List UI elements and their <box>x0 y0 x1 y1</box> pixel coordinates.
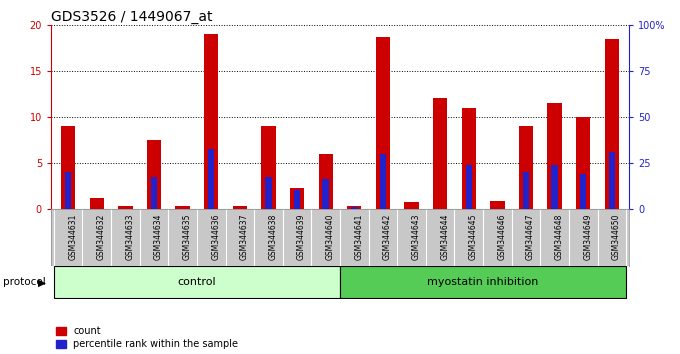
Bar <box>322 179 329 209</box>
Text: GSM344645: GSM344645 <box>469 213 478 260</box>
Text: control: control <box>177 276 216 287</box>
Bar <box>466 165 472 209</box>
Bar <box>609 152 615 209</box>
Bar <box>318 154 333 209</box>
Bar <box>61 126 75 209</box>
Text: GSM344647: GSM344647 <box>526 213 535 260</box>
Bar <box>551 165 558 209</box>
Bar <box>605 39 619 209</box>
Bar <box>261 126 275 209</box>
Bar <box>433 98 447 209</box>
Text: myostatin inhibition: myostatin inhibition <box>428 276 539 287</box>
Text: GSM344640: GSM344640 <box>326 213 335 260</box>
Legend: count, percentile rank within the sample: count, percentile rank within the sample <box>56 326 239 349</box>
Bar <box>379 154 386 209</box>
Bar <box>147 140 161 209</box>
Bar <box>65 172 71 209</box>
Bar <box>265 177 272 209</box>
Bar <box>405 202 419 209</box>
Text: GSM344631: GSM344631 <box>68 213 77 260</box>
Bar <box>233 206 247 209</box>
Text: GSM344635: GSM344635 <box>183 213 192 260</box>
Text: GSM344632: GSM344632 <box>97 213 106 260</box>
Bar <box>290 188 304 209</box>
Bar <box>519 126 533 209</box>
Bar <box>204 34 218 209</box>
Text: GSM344644: GSM344644 <box>440 213 449 260</box>
Bar <box>347 206 362 209</box>
Bar <box>208 149 214 209</box>
FancyBboxPatch shape <box>340 266 626 298</box>
Bar <box>580 174 586 209</box>
Text: GDS3526 / 1449067_at: GDS3526 / 1449067_at <box>51 10 212 24</box>
Text: GSM344641: GSM344641 <box>354 213 363 260</box>
Text: GSM344650: GSM344650 <box>612 213 621 260</box>
Text: GSM344642: GSM344642 <box>383 213 392 260</box>
Text: GSM344643: GSM344643 <box>411 213 420 260</box>
FancyBboxPatch shape <box>54 266 340 298</box>
Bar <box>118 206 133 209</box>
Bar <box>151 177 157 209</box>
Text: GSM344649: GSM344649 <box>583 213 592 260</box>
Bar <box>294 190 301 209</box>
Text: GSM344633: GSM344633 <box>125 213 135 260</box>
Bar <box>462 108 476 209</box>
Text: GSM344637: GSM344637 <box>240 213 249 260</box>
Text: GSM344636: GSM344636 <box>211 213 220 260</box>
Text: GSM344648: GSM344648 <box>555 213 564 260</box>
Text: GSM344646: GSM344646 <box>497 213 507 260</box>
Bar <box>351 207 358 209</box>
Text: GSM344638: GSM344638 <box>269 213 277 260</box>
Text: protocol: protocol <box>3 277 46 287</box>
Bar <box>376 37 390 209</box>
Bar <box>523 172 529 209</box>
Text: ▶: ▶ <box>38 277 46 287</box>
Text: GSM344639: GSM344639 <box>297 213 306 260</box>
Bar <box>90 198 104 209</box>
Text: GSM344634: GSM344634 <box>154 213 163 260</box>
Bar <box>547 103 562 209</box>
Bar <box>175 206 190 209</box>
Bar <box>576 117 590 209</box>
Bar <box>490 201 505 209</box>
